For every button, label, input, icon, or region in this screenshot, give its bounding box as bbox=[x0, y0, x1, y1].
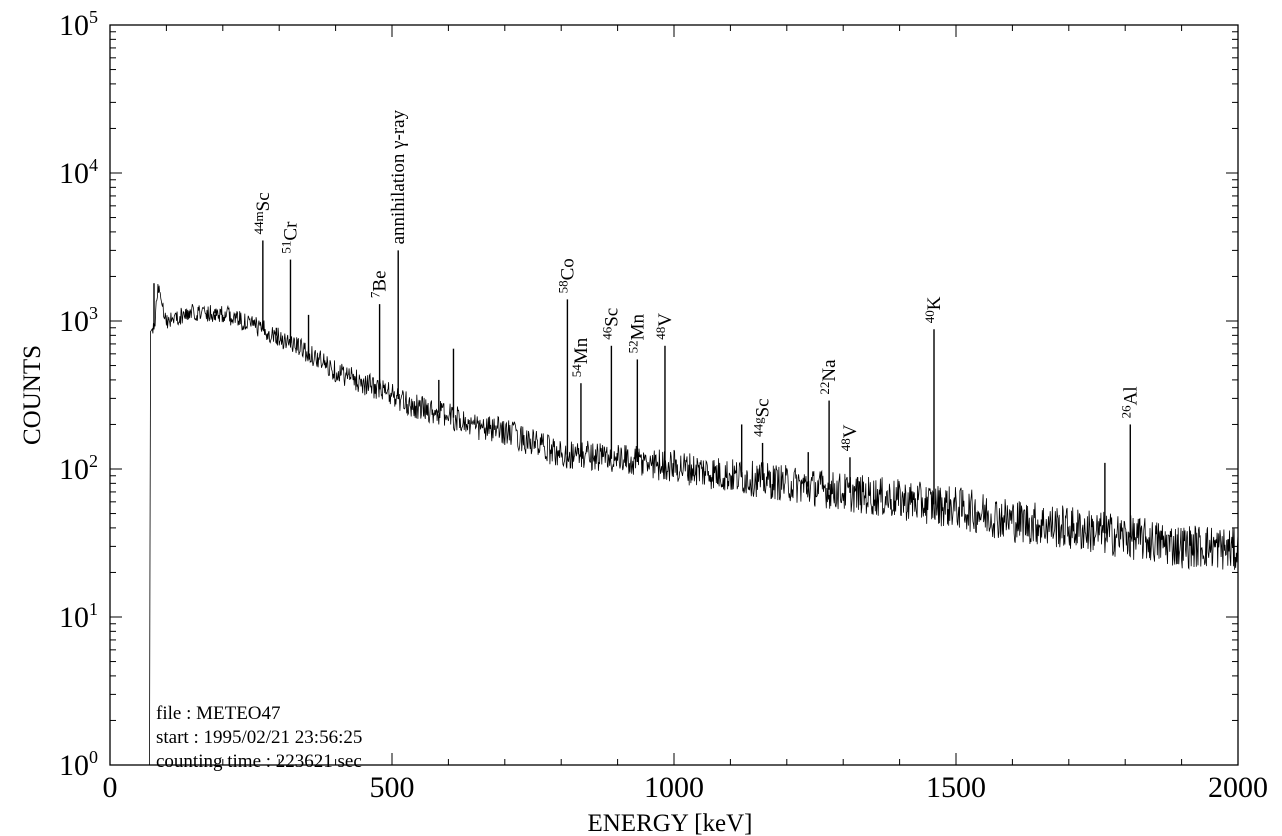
peak-annotation-label: 52Mn bbox=[625, 314, 648, 354]
y-tick-label: 104 bbox=[59, 155, 98, 190]
x-tick-label: 1000 bbox=[644, 771, 704, 804]
peak-annotation-label: 51Cr bbox=[279, 221, 302, 254]
peak-annotation-label: 22Na bbox=[817, 359, 840, 395]
spectrum-series-line bbox=[118, 283, 1239, 766]
info-counting-time: counting time : 223621 sec bbox=[156, 751, 362, 772]
info-file: file : METEO47 bbox=[156, 703, 281, 724]
y-tick-label: 101 bbox=[59, 599, 98, 634]
x-tick-label: 1500 bbox=[926, 771, 986, 804]
x-tick-label: 2000 bbox=[1208, 771, 1268, 804]
info-start: start : 1995/02/21 23:56:25 bbox=[156, 727, 362, 748]
peak-annotation-label: 54Mn bbox=[569, 337, 592, 377]
peak-annotation-label: 46Sc bbox=[599, 308, 622, 340]
y-tick-label: 100 bbox=[59, 747, 98, 782]
x-tick-label: 0 bbox=[103, 771, 118, 804]
y-axis-title: COUNTS bbox=[19, 345, 46, 445]
peak-annotation-label: 40K bbox=[922, 296, 945, 323]
peak-annotation-label: 7Be bbox=[368, 270, 391, 298]
peak-annotation-label: annihilation γ-ray bbox=[388, 109, 409, 244]
y-tick-label: 105 bbox=[59, 7, 98, 42]
peak-annotation-label: 48V bbox=[838, 424, 861, 451]
info-box: file : METEO47 start : 1995/02/21 23:56:… bbox=[156, 703, 362, 772]
peak-annotation-label: 48V bbox=[653, 313, 676, 340]
plot-frame bbox=[109, 24, 1239, 766]
axes: 0 500 1000 1500 2000 100 101 102 103 104 105 bbox=[59, 7, 1268, 804]
peak-annotation-label: 26Al bbox=[1118, 386, 1141, 418]
peak-annotation-label: 44gSc bbox=[751, 398, 774, 437]
y-tick-label: 102 bbox=[59, 451, 98, 486]
y-tick-label: 103 bbox=[59, 303, 98, 338]
peak-annotation-label: 58Co bbox=[555, 258, 578, 293]
x-tick-label: 500 bbox=[370, 771, 415, 804]
peak-annotation-label: 44mSc bbox=[251, 192, 274, 234]
plot-area bbox=[118, 240, 1239, 766]
x-axis-title: ENERGY [keV] bbox=[587, 810, 752, 836]
